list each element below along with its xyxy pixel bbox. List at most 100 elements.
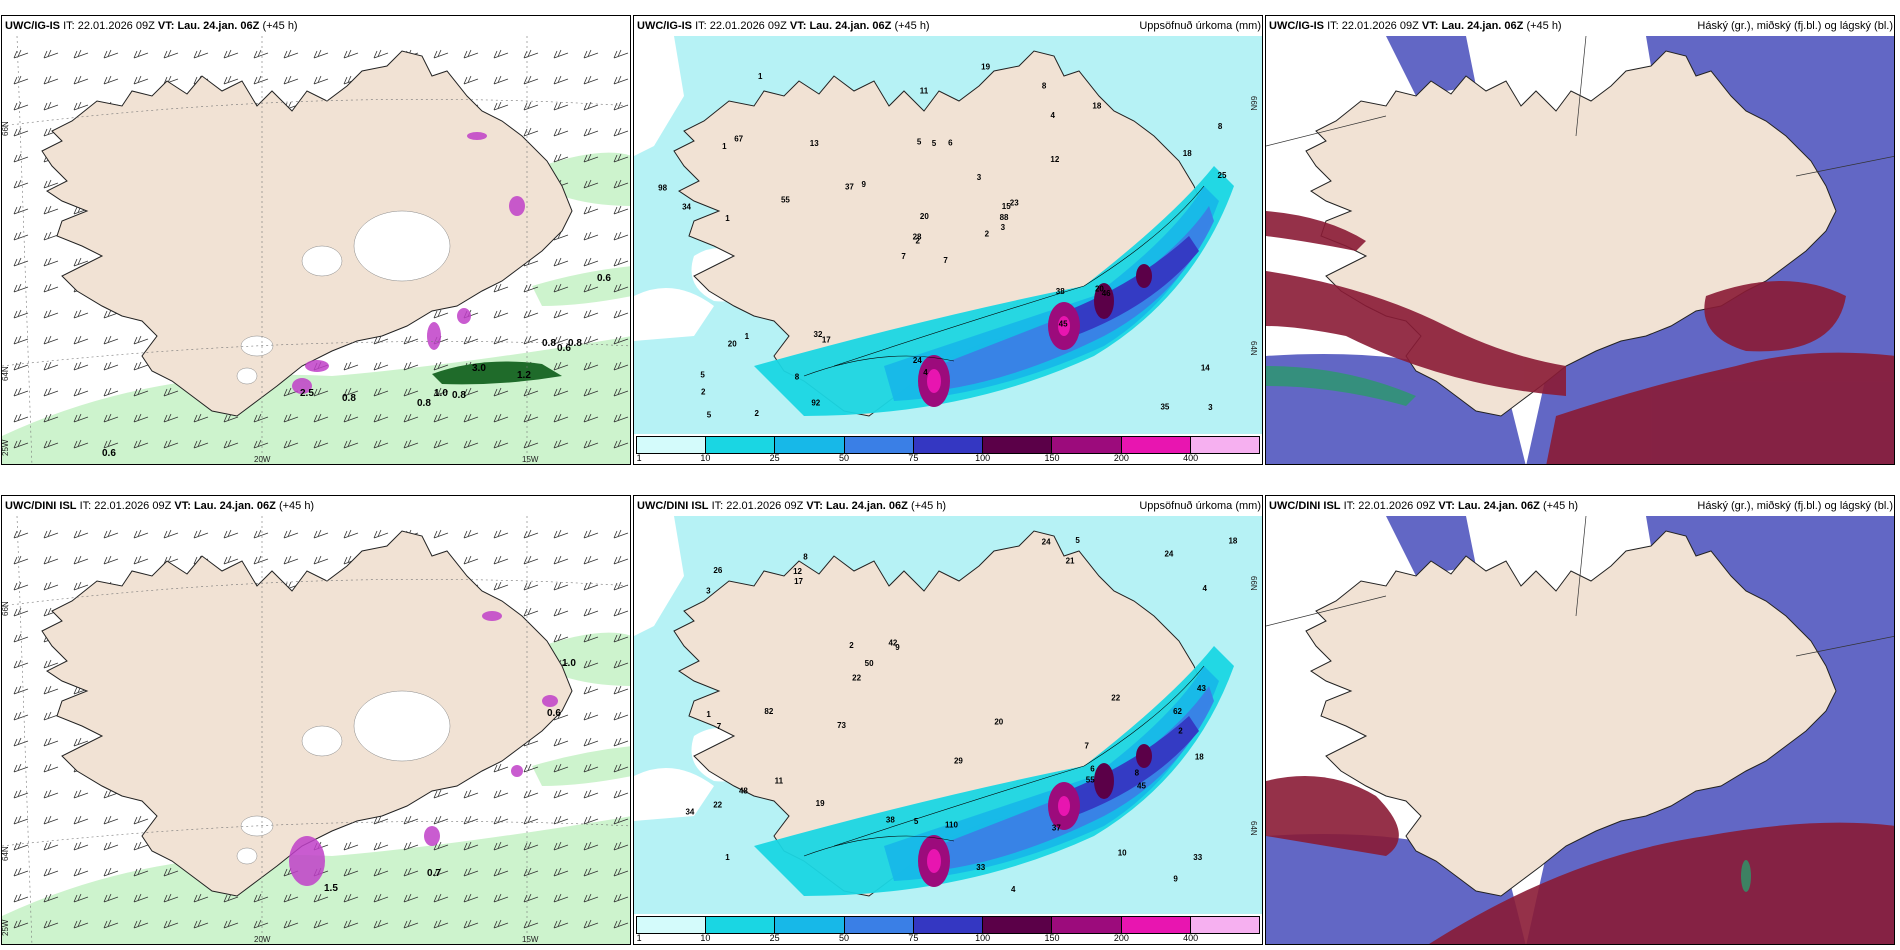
panel-header: UWC/IG-IS IT: 22.01.2026 09Z VT: Lau. 24…: [1266, 16, 1894, 36]
lead-time: (+45 h): [894, 20, 930, 32]
precip-legend: 1 10 25 50 75 100 150 200 400: [634, 434, 1262, 464]
precip-amount-label: 5: [932, 139, 937, 148]
precip-amount-label: 12: [1050, 155, 1059, 164]
precip-amount-label: 1: [745, 332, 750, 341]
legend-tick-label: 400: [1183, 453, 1199, 463]
iceland-landmass: [1305, 530, 1837, 897]
it-value: 22.01.2026 09Z: [1341, 20, 1419, 32]
model-name: UWC/DINI ISL: [637, 500, 709, 512]
heavy-precip-cores: [918, 744, 1152, 887]
iceland-landmass: [41, 50, 573, 417]
vt-label: VT:: [806, 500, 823, 512]
it-label: IT:: [1327, 20, 1339, 32]
precip-amount-label: 23: [1010, 199, 1019, 208]
it-label: IT:: [695, 20, 707, 32]
precip-amount-label: 6: [948, 139, 953, 148]
precip-amount-label: 24: [913, 356, 922, 365]
low-cloud-areas: [1266, 366, 1416, 406]
precip-amount-label: 3: [977, 173, 982, 182]
panel-title-right: Uppsöfnuð úrkoma (mm): [1139, 500, 1261, 512]
legend-colorbar: [636, 436, 1260, 454]
map-area: [1266, 36, 1894, 464]
lead-time: (+45 h): [1526, 20, 1562, 32]
vt-value: Lau. 24.jan. 06Z: [809, 20, 892, 32]
panel-ig-is-wind: UWC/IG-IS IT: 22.01.2026 09Z VT: Lau. 24…: [1, 15, 631, 465]
precip-amount-label: 3: [1001, 223, 1006, 232]
precip-amount-label: 22: [713, 800, 722, 809]
precip-amount-label: 62: [1173, 707, 1182, 716]
lat-lon-grid: [2, 516, 630, 944]
lead-time: (+45 h): [262, 20, 298, 32]
map-area: [1266, 516, 1894, 944]
precip-amount-label: 43: [1197, 684, 1206, 693]
precip-amount-label: 48: [739, 787, 748, 796]
precip-amount-label: 32: [814, 330, 823, 339]
precip-amount-label: 1: [725, 214, 730, 223]
precip-amount-label: 45: [1137, 781, 1146, 790]
precip-amount-label: 18: [1183, 149, 1192, 158]
map-area: 66N 64N 7 2 1 8 9 10 22 21 2 4 3 1 26 33 38 43 29 20 42 11 18 2…: [634, 516, 1262, 944]
precip-amount-label: 38: [886, 815, 895, 824]
it-value: 22.01.2026 09Z: [94, 500, 172, 512]
precip-amount-label: 17: [822, 335, 831, 344]
vt-value: Lau. 24.jan. 06Z: [177, 20, 260, 32]
precip-value-label: 0.8: [568, 338, 582, 349]
legend-tick-label: 25: [769, 453, 780, 463]
map-area: 66N 64N 7 1 2 5 15 17 8 6 4 2 1 3 1 8 7 12 2 5 3 1 9 2 8 5 23 46 67 1…: [634, 36, 1262, 464]
legend-tick-label: 75: [908, 453, 919, 463]
it-label: IT:: [711, 500, 724, 512]
panel-ig-is-clouds: UWC/IG-IS IT: 22.01.2026 09Z VT: Lau. 24…: [1265, 15, 1895, 465]
lead-time: (+45 h): [278, 500, 315, 512]
lat-label: 64N: [1249, 341, 1258, 356]
precip-amount-label: 92: [811, 398, 820, 407]
precip-amount-label: 3: [1208, 403, 1213, 412]
precip-amount-label: 82: [764, 707, 773, 716]
precip-value-label: 2.5: [300, 388, 314, 399]
precip-amount-label: 24: [1164, 550, 1173, 559]
precip-amount-label: 18: [1092, 101, 1101, 110]
panel-dini-clouds: UWC/DINI ISL IT: 22.01.2026 09Z VT: Lau.…: [1265, 495, 1895, 945]
precip-value-label: 0.6: [102, 448, 116, 459]
map-area: 66N 64N 25W 20W 15W 0.6 0.6 0.8 0.8 1.0 0.8 0.8 0.8 1…: [2, 36, 630, 464]
panel-header: UWC/IG-IS IT: 22.01.2026 09Z VT: Lau. 24…: [2, 16, 630, 36]
panel-title-right: Háský (gr.), miðský (fj.bl.) og lágský (…: [1697, 500, 1893, 512]
precip-value-label: 0.8: [417, 398, 431, 409]
lead-time: (+45 h): [910, 500, 947, 512]
precip-amount-label: 19: [816, 799, 825, 808]
precip-band: [924, 206, 1214, 391]
precip-amount-label: 1: [706, 710, 711, 719]
precip-band: [754, 646, 1234, 896]
it-label: IT:: [79, 500, 92, 512]
panel-title-right: Uppsöfnuð úrkoma (mm): [1139, 20, 1261, 32]
precip-amount-label: 24: [1042, 538, 1051, 547]
map-svg: 66N64N7218910222124312633384329204211182…: [634, 516, 1262, 944]
it-label: IT:: [1343, 500, 1356, 512]
precip-amount-label: 17: [794, 577, 803, 586]
precip-amount-label: 7: [1084, 741, 1089, 750]
precip-amount-label: 88: [1000, 213, 1009, 222]
lat-label: 66N: [2, 601, 10, 616]
precip-amount-label: 4: [1011, 885, 1016, 894]
precip-amount-label: 2: [849, 641, 854, 650]
precip-amount-label: 18: [1195, 752, 1204, 761]
precip-amount-label: 8: [803, 553, 808, 562]
precip-value-label: 0.8: [452, 390, 466, 401]
legend-tick-label: 100: [975, 453, 991, 463]
vt-label: VT:: [789, 20, 807, 32]
lat-lon-grid: [2, 36, 630, 464]
panel-title-right: Háský (gr.), miðský (fj.bl.) og lágský (…: [1697, 20, 1893, 32]
region-boundaries: [1266, 36, 1894, 177]
precip-value-label: 0.6: [547, 708, 561, 719]
precip-amount-label: 45: [1059, 319, 1068, 328]
precip-amount-label: 37: [845, 183, 854, 192]
glacier-areas: [236, 690, 451, 865]
precip-amount-label: 67: [734, 135, 743, 144]
precip-band: [754, 166, 1234, 416]
precip-value-label: 3.0: [472, 363, 486, 374]
region-boundaries: [1266, 516, 1894, 657]
precip-amount-label: 4: [1050, 111, 1055, 120]
panel-header: UWC/DINI ISL IT: 22.01.2026 09Z VT: Lau.…: [2, 496, 630, 516]
precip-value-label: 1.0: [434, 388, 448, 399]
map-svg: 66N64N7125151786421318712253192852346671…: [634, 36, 1262, 464]
precip-amount-label: 5: [707, 411, 712, 420]
